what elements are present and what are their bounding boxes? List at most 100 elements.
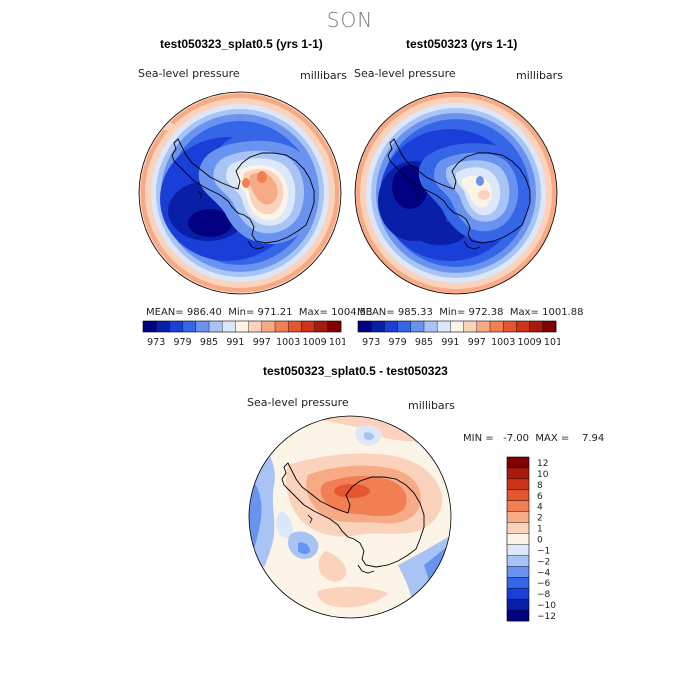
right-colorbar-swatch — [358, 321, 372, 332]
left-min-label: Min= — [228, 307, 255, 318]
left-colorbar-swatch — [222, 321, 236, 332]
left-colorbar-tick-label: 997 — [253, 337, 271, 348]
left-colorbar-tick-label: 1015 — [329, 337, 345, 348]
right-colorbar-swatch — [529, 321, 544, 332]
diff-colorbar-swatch — [507, 478, 529, 491]
left-colorbar-swatch — [209, 321, 223, 332]
right-colorbar-swatch — [516, 321, 530, 332]
right-panel-title: test050323 (yrs 1-1) — [406, 37, 518, 51]
left-colorbar-swatch — [156, 321, 170, 332]
right-colorbar-swatch — [476, 321, 491, 332]
left-colorbar-swatch — [314, 321, 329, 332]
right-mean-value: 985.33 — [397, 307, 433, 318]
diff-colorbar-swatch — [507, 457, 529, 469]
right-colorbar-swatch — [503, 321, 517, 332]
diff-colorbar-tick-label: −12 — [537, 612, 556, 622]
left-mean-value: 986.40 — [186, 307, 222, 318]
left-mean-label: MEAN= — [146, 307, 184, 318]
left-colorbar-swatch — [169, 321, 183, 332]
diff-colorbar-tick-label: 6 — [537, 492, 543, 502]
left-polar-map — [138, 91, 342, 295]
right-colorbar-swatch — [437, 321, 451, 332]
right-max-label: Max= — [509, 307, 539, 318]
diff-colorbar-tick-label: −4 — [537, 568, 551, 578]
diff-colorbar-tick-label: −10 — [537, 601, 556, 611]
diff-units-label: millibars — [408, 399, 455, 412]
left-colorbar-swatch — [261, 321, 276, 332]
left-panel-title: test050323_splat0.5 (yrs 1-1) — [160, 37, 323, 51]
left-colorbar-swatch — [182, 321, 197, 332]
diff-colorbar-swatch — [507, 555, 529, 567]
right-colorbar-tick-label: 985 — [415, 337, 433, 348]
right-colorbar-tick-label: 1009 — [518, 337, 542, 348]
left-variable-label: Sea-level pressure — [138, 67, 240, 80]
right-variable-label: Sea-level pressure — [354, 67, 456, 80]
right-stats: MEAN= 985.33 Min= 972.38 Max= 1001.88 — [357, 307, 583, 318]
diff-colorbar-swatch — [507, 566, 529, 578]
left-min-value: 971.21 — [257, 307, 293, 318]
diff-colorbar-tick-label: 1 — [537, 525, 543, 535]
diff-colorbar-tick-label: −2 — [537, 557, 550, 567]
right-min-value: 972.38 — [468, 307, 504, 318]
diff-colorbar-tick-label: −8 — [537, 590, 551, 600]
diff-colorbar-tick-label: 2 — [537, 514, 543, 524]
right-colorbar-swatch — [371, 321, 385, 332]
left-colorbar-swatch — [301, 321, 315, 332]
diff-colorbar-tick-label: 10 — [537, 470, 549, 480]
diff-colorbar-swatch — [507, 577, 529, 589]
diff-colorbar-frame — [506, 456, 530, 622]
left-colorbar-swatch — [248, 321, 263, 332]
left-max-label: Max= — [298, 307, 328, 318]
left-colorbar-swatch — [288, 321, 302, 332]
diff-colorbar-swatch — [507, 544, 529, 556]
diff-colorbar-tick-label: 0 — [537, 536, 543, 546]
diff-min-max: MIN = -7.00 MAX = 7.94 — [463, 433, 605, 444]
right-colorbar-swatch — [384, 321, 398, 332]
right-polar-map — [354, 91, 558, 295]
right-colorbar-tick-label: 1003 — [491, 337, 515, 348]
right-colorbar-tick-label: 979 — [389, 337, 407, 348]
left-colorbar-tick-label: 973 — [147, 337, 165, 348]
left-colorbar-frame — [142, 320, 342, 333]
diff-colorbar-tick-label: 4 — [537, 503, 543, 513]
left-colorbar-tick-label: 991 — [226, 337, 244, 348]
diff-polar-map — [248, 415, 452, 619]
left-colorbar-swatch — [143, 321, 157, 332]
diff-colorbar-swatch — [507, 500, 529, 512]
right-colorbar-tick-label: 973 — [362, 337, 380, 348]
left-colorbar-swatch — [275, 321, 289, 332]
left-colorbar-tick-label: 979 — [174, 337, 192, 348]
right-min-label: Min= — [439, 307, 466, 318]
right-colorbar-swatch — [410, 321, 425, 332]
diff-colorbar-tick-label: −6 — [537, 579, 551, 589]
diff-colorbar-tick-label: −1 — [537, 546, 550, 556]
left-colorbar: 973 979 985 991 997 100310091015 — [142, 320, 345, 348]
diff-colorbar-swatch — [507, 610, 529, 622]
left-colorbar-swatch — [327, 321, 342, 332]
right-colorbar-swatch — [397, 321, 412, 332]
diff-colorbar-swatch — [507, 467, 529, 480]
right-max-value: 1001.88 — [542, 307, 584, 318]
season-title: SON — [326, 8, 374, 32]
right-colorbar: 973 979 985 991 997 100310091015 — [357, 320, 560, 348]
diff-variable-label: Sea-level pressure — [247, 396, 349, 409]
diff-colorbar-swatch — [507, 533, 529, 545]
right-colorbar-swatch — [542, 321, 557, 332]
left-units-label: millibars — [300, 69, 347, 82]
left-max-value: 1004.53 — [331, 307, 373, 318]
right-colorbar-tick-label: 997 — [468, 337, 486, 348]
diff-colorbar-swatch — [507, 489, 529, 502]
right-colorbar-swatch — [424, 321, 438, 332]
left-colorbar-tick-label: 1003 — [276, 337, 300, 348]
right-units-label: millibars — [516, 69, 563, 82]
left-stats: MEAN= 986.40 Min= 971.21 Max= 1004.53 — [146, 307, 372, 318]
right-colorbar-tick-label: 1015 — [544, 337, 560, 348]
diff-colorbar-swatch — [507, 522, 529, 534]
diff-panel-title: test050323_splat0.5 - test050323 — [263, 364, 448, 378]
right-colorbar-swatch — [463, 321, 478, 332]
diff-colorbar-tick-label: 12 — [537, 459, 548, 469]
diff-colorbar-swatch — [507, 511, 529, 523]
right-colorbar-frame — [357, 320, 557, 333]
diff-colorbar-swatch — [507, 599, 529, 611]
